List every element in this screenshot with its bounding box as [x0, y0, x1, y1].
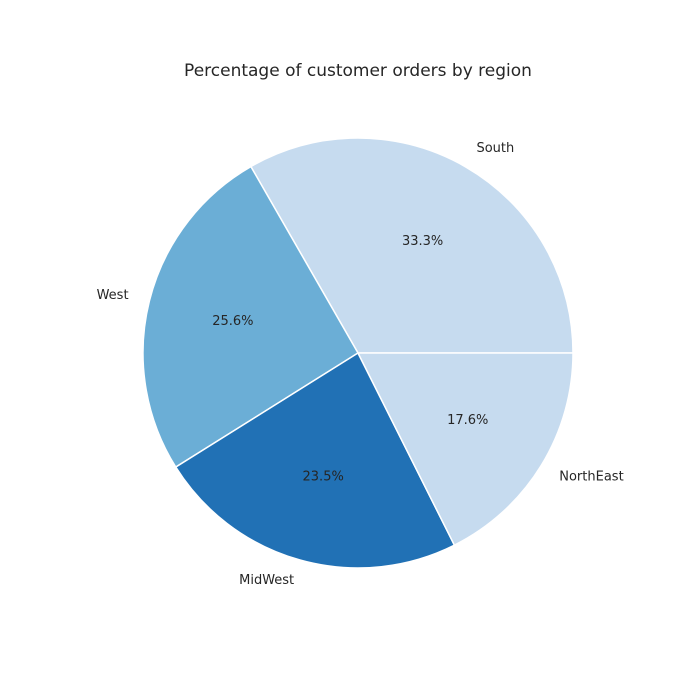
slice-percent-northeast: 17.6%	[447, 413, 488, 428]
slice-label-midwest: MidWest	[239, 573, 294, 588]
pie-slice-west	[142, 165, 360, 469]
pie-slices	[142, 137, 574, 569]
slice-percent-west: 25.6%	[212, 314, 253, 329]
chart-title: Percentage of customer orders by region	[184, 61, 532, 81]
slice-label-south: South	[476, 141, 514, 156]
slice-percent-midwest: 23.5%	[303, 470, 344, 485]
slice-label-northeast: NorthEast	[559, 470, 623, 485]
pie-slice-south	[249, 137, 574, 354]
slice-label-west: West	[97, 288, 129, 303]
pie-slice-northeast	[356, 352, 574, 547]
pie-labels: South 33.3% West 25.6% MidWest 23.5% NorthEast…	[97, 141, 624, 588]
slice-percent-south: 33.3%	[402, 234, 443, 249]
